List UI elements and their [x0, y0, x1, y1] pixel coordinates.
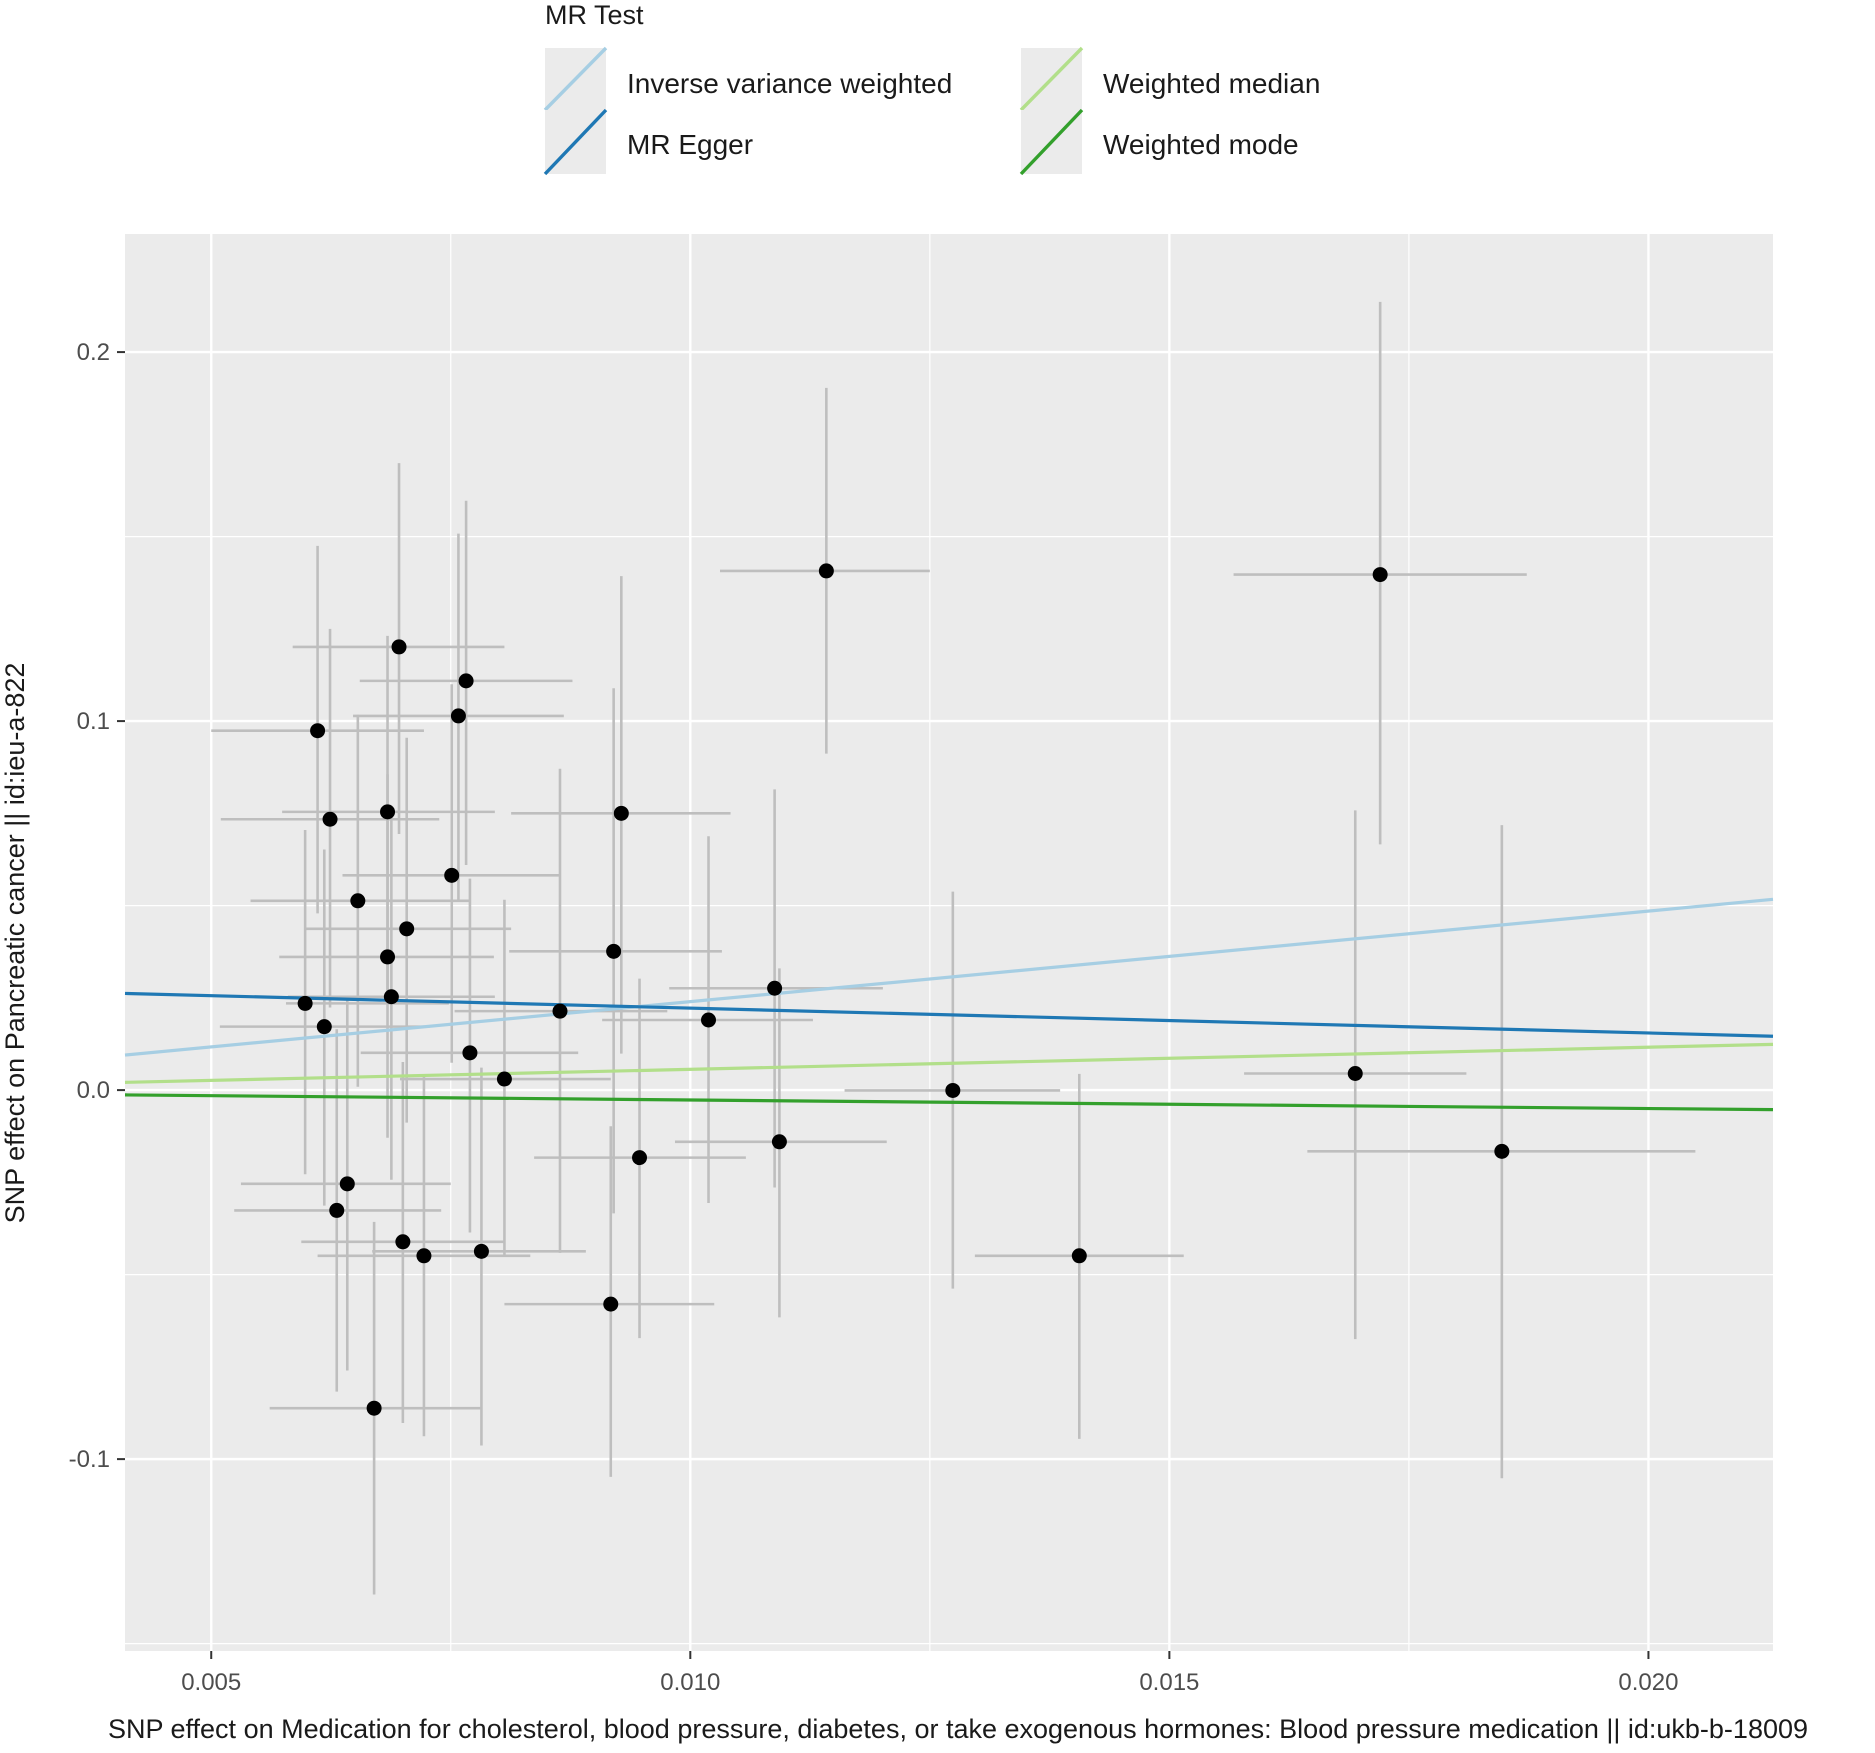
data-point: [416, 1248, 432, 1264]
legend-entry-ivw: Inverse variance weighted: [543, 46, 952, 112]
data-point: [297, 995, 313, 1011]
legend-label-weighted-median: Weighted median: [1103, 68, 1320, 99]
data-point: [399, 921, 415, 937]
data-point: [395, 1234, 411, 1250]
data-point: [473, 1243, 489, 1259]
data-point: [1372, 567, 1388, 583]
data-point: [1347, 1065, 1363, 1081]
grid-major: [125, 234, 1773, 1651]
y-axis-title: SNP effect on Pancreatic cancer || id:ie…: [0, 663, 30, 1224]
y-tick-label: 0.1: [77, 708, 110, 735]
data-point: [1071, 1248, 1087, 1264]
mr-egger-line: [124, 991, 1774, 1038]
legend-entry-mr-egger: MR Egger: [543, 108, 753, 176]
data-point: [322, 811, 338, 827]
x-tick-label: 0.020: [1618, 1669, 1678, 1696]
data-point: [380, 804, 396, 820]
legend-title: MR Test: [545, 0, 644, 30]
x-tick-label: 0.015: [1139, 1669, 1199, 1696]
fit-lines: [124, 897, 1774, 1112]
legend-entry-weighted-median: Weighted median: [1019, 46, 1320, 112]
x-tick-label: 0.010: [660, 1669, 720, 1696]
legend-key-weighted-median: [1019, 46, 1084, 112]
data-point: [316, 1019, 332, 1035]
data-point: [450, 708, 466, 724]
data-point: [383, 989, 399, 1005]
x-axis: 0.005 0.010 0.015 0.020: [181, 1651, 1678, 1696]
data-point: [1494, 1143, 1510, 1159]
data-point: [701, 1012, 717, 1028]
data-point: [444, 867, 460, 883]
y-tick-label: 0.2: [77, 339, 110, 366]
data-points: [297, 563, 1510, 1416]
y-tick-label: 0.0: [77, 1077, 110, 1104]
x-axis-title: SNP effect on Medication for cholesterol…: [108, 1714, 1808, 1744]
weighted-median-line: [124, 1042, 1774, 1084]
data-point: [552, 1003, 568, 1019]
data-point: [391, 639, 407, 655]
data-point: [771, 1134, 787, 1150]
data-point: [818, 563, 834, 579]
x-tick-label: 0.005: [181, 1669, 241, 1696]
legend-label-weighted-mode: Weighted mode: [1103, 129, 1299, 160]
ivw-line: [124, 897, 1774, 1057]
data-point: [310, 723, 326, 739]
data-point: [366, 1400, 382, 1416]
y-axis: 0.2 0.1 0.0 -0.1: [69, 339, 125, 1473]
data-point: [339, 1176, 355, 1192]
legend-label-ivw: Inverse variance weighted: [627, 68, 952, 99]
data-point: [462, 1045, 478, 1061]
data-point: [458, 673, 474, 689]
legend-key-ivw: [543, 46, 608, 112]
data-point: [496, 1071, 512, 1087]
legend-entry-weighted-mode: Weighted mode: [1019, 108, 1299, 176]
data-point: [945, 1082, 961, 1098]
plot-panel: [125, 234, 1773, 1651]
data-point: [613, 805, 629, 821]
data-point: [329, 1202, 345, 1218]
y-tick-label: -0.1: [69, 1446, 110, 1473]
data-point: [767, 980, 783, 996]
legend: MR Test Inverse variance weighted MR Egg…: [543, 0, 1320, 176]
data-point: [603, 1296, 619, 1312]
data-point: [350, 893, 366, 909]
legend-label-mr-egger: MR Egger: [627, 129, 753, 160]
data-point: [632, 1150, 648, 1166]
data-point: [380, 949, 396, 965]
legend-key-weighted-mode: [1019, 108, 1084, 176]
weighted-mode-line: [124, 1093, 1774, 1112]
data-point: [606, 943, 622, 959]
legend-key-mr-egger: [543, 108, 608, 176]
